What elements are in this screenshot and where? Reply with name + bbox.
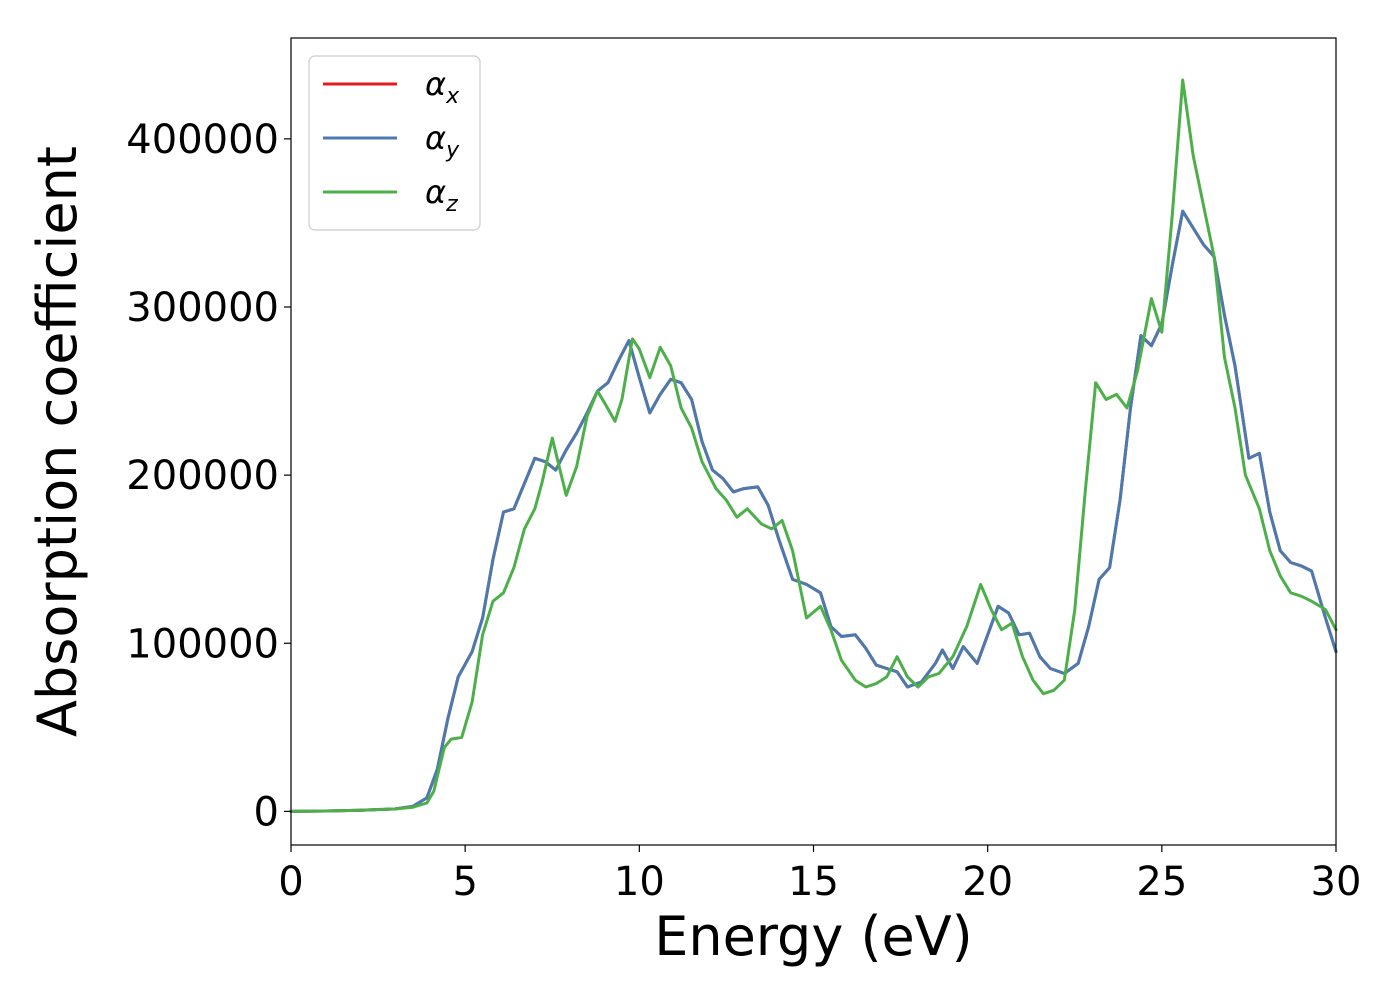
y-tick-label: 100000	[126, 621, 279, 667]
x-tick-label: 0	[278, 859, 303, 905]
y-tick-label: 300000	[126, 285, 279, 331]
x-tick-label: 20	[962, 859, 1013, 905]
y-tick-label: 200000	[126, 453, 279, 499]
legend-box	[308, 55, 481, 231]
legend-subscript: x	[445, 84, 460, 109]
legend-label-alpha-x: αx	[425, 65, 460, 109]
x-axis: 0 5 10 15 20 25 30	[278, 845, 1361, 905]
x-tick-label: 15	[788, 859, 839, 905]
x-tick-label: 5	[452, 859, 477, 905]
x-tick-label: 30	[1311, 859, 1362, 905]
series-layer	[289, 78, 1338, 813]
x-tick-label: 25	[1136, 859, 1187, 905]
y-tick-label: 400000	[126, 117, 279, 163]
x-axis-title: Energy (eV)	[654, 905, 973, 968]
legend-subscript: y	[445, 138, 460, 163]
y-tick-label: 0	[254, 789, 279, 835]
y-axis-title: Absorption coefficient	[26, 146, 89, 737]
legend-subscript: z	[445, 192, 458, 217]
x-tick-label: 10	[614, 859, 665, 905]
series-line-alpha-z	[289, 78, 1338, 813]
series-line-alpha-y	[289, 209, 1338, 813]
y-axis: 0 100000 200000 300000 400000	[126, 117, 291, 835]
